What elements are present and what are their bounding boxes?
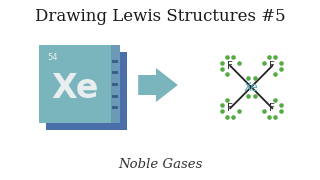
Text: Xe: Xe: [51, 71, 99, 105]
Bar: [46, 52, 127, 130]
Polygon shape: [138, 68, 178, 102]
Text: F: F: [269, 103, 275, 113]
Text: Noble Gases: Noble Gases: [118, 158, 202, 170]
Bar: [111, 45, 120, 123]
Text: F: F: [269, 61, 275, 71]
Text: F: F: [227, 61, 233, 71]
Text: Drawing Lewis Structures #5: Drawing Lewis Structures #5: [35, 8, 285, 24]
Bar: [39, 45, 120, 123]
Text: Xe: Xe: [244, 80, 259, 93]
Text: F: F: [227, 103, 233, 113]
Text: 54: 54: [47, 53, 57, 62]
